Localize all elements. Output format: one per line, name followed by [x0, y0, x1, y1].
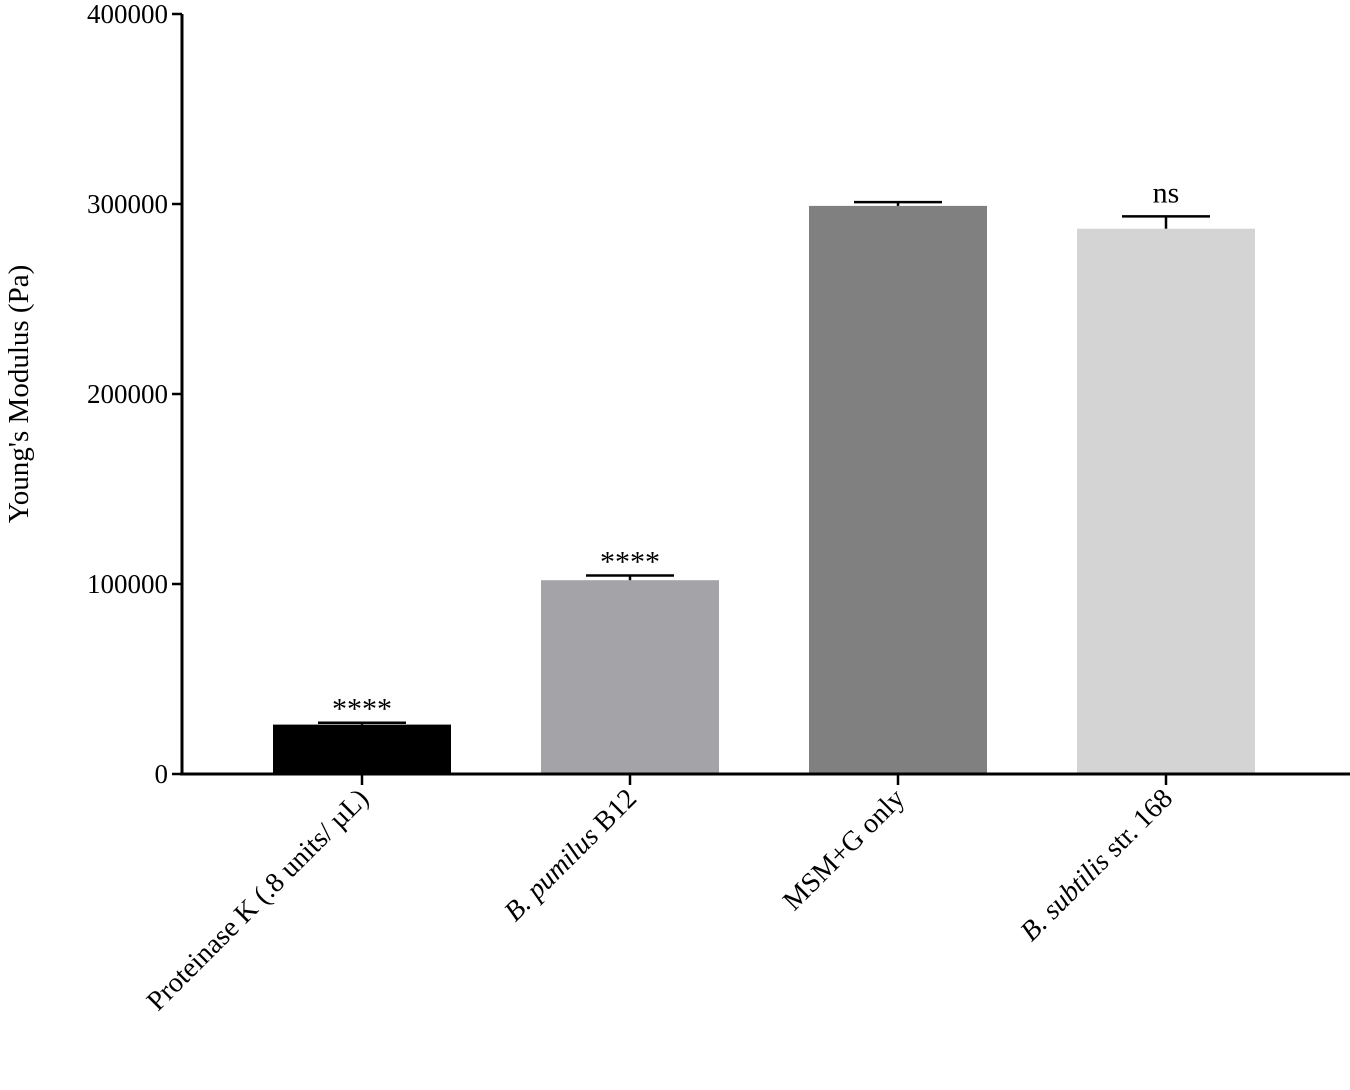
y-tick-label: 0	[155, 759, 169, 789]
x-tick-label: MSM+G only	[777, 783, 911, 917]
x-tick-label-part: B. pumilus	[498, 821, 605, 928]
x-tick-label-part: str. 168	[1094, 783, 1179, 868]
significance-label: ****	[332, 693, 392, 726]
x-tick-label-part: B. subtilis	[1015, 846, 1116, 947]
y-tick-label: 300000	[87, 189, 168, 219]
x-tick-label-part: Proteinase K (.8 units/ µL)	[141, 783, 375, 1017]
bar	[1077, 228, 1255, 774]
y-tick-label: 100000	[87, 569, 168, 599]
y-tick-label: 200000	[87, 379, 168, 409]
y-tick-label: 400000	[87, 0, 168, 29]
y-axis-ticks: 0 100000 200000 300000 400000	[87, 0, 182, 789]
y-axis-label: Young's Modulus (Pa)	[3, 265, 35, 524]
x-axis-ticks: Proteinase K (.8 units/ µL) B. pumilus B1…	[141, 774, 1179, 1017]
bar	[273, 724, 451, 774]
bar	[541, 580, 719, 774]
significance-label: ns	[1153, 176, 1180, 209]
x-tick-label: B. pumilus B12	[498, 783, 643, 928]
error-bars-group	[318, 200, 1210, 725]
x-tick-label-part: MSM+G only	[777, 783, 911, 917]
bars-group	[273, 205, 1255, 774]
x-tick-label: Proteinase K (.8 units/ µL)	[141, 783, 375, 1017]
bar	[809, 205, 987, 774]
x-tick-label: B. subtilis str. 168	[1015, 783, 1179, 947]
significance-label: ****	[600, 545, 660, 578]
significance-labels-group: **** **** ns	[332, 176, 1179, 725]
